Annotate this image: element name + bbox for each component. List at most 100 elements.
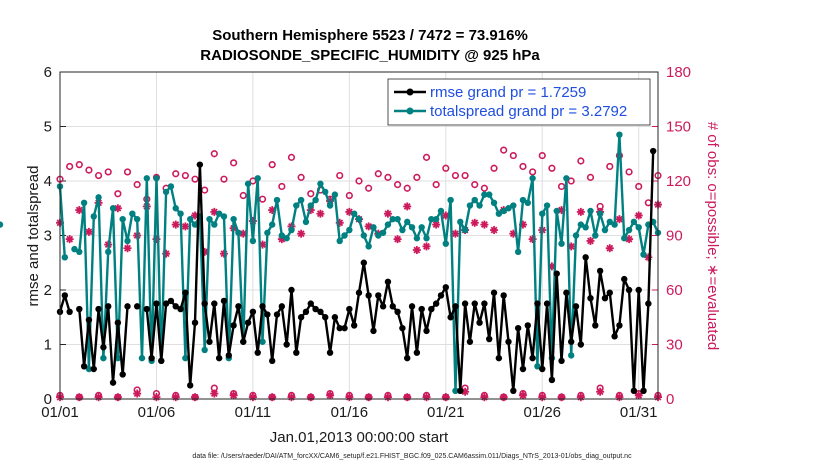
- obs-evaluated-marker: [518, 391, 527, 400]
- obs-possible-marker: [403, 184, 411, 192]
- rmse-series-point: [211, 300, 218, 307]
- rmse-series-point: [543, 300, 551, 307]
- y-tick-label: 0: [44, 391, 52, 408]
- rmse-series-point: [452, 303, 459, 310]
- obs-possible-marker: [461, 171, 469, 180]
- rmse-series-point: [606, 289, 613, 296]
- totalspread-series-point: [293, 202, 300, 209]
- obs-evaluated-marker: [306, 393, 315, 402]
- rmse-series-point: [524, 322, 531, 329]
- y-tick-label-right: 30: [666, 337, 683, 354]
- totalspread-series-point: [119, 215, 126, 223]
- totalspread-series-point: [404, 218, 411, 226]
- y-tick-label: 1: [44, 337, 52, 354]
- rmse-series-point: [649, 147, 657, 155]
- totalspread-series-point: [129, 210, 136, 217]
- rmse-series-point: [529, 354, 536, 362]
- obs-possible-marker: [529, 168, 537, 176]
- rmse-series-point: [563, 289, 570, 296]
- obs-evaluated-marker: [480, 393, 489, 402]
- rmse-series-point: [244, 319, 252, 326]
- obs-evaluated-marker: [634, 391, 643, 400]
- totalspread-series-point: [326, 202, 334, 209]
- obs-evaluated-marker: [470, 218, 479, 227]
- totalspread-series-point: [235, 229, 242, 236]
- totalspread-series-point: [167, 183, 175, 190]
- y-tick-label-right: 180: [666, 64, 691, 81]
- plot-border: [59, 71, 659, 400]
- totalspread-series-point: [408, 224, 416, 231]
- rmse-series-point: [394, 308, 401, 315]
- x-tick-label: 01/31: [620, 404, 658, 421]
- rmse-series-point: [500, 292, 507, 299]
- obs-possible-marker: [239, 191, 247, 200]
- totalspread-series-point: [355, 215, 363, 223]
- obs-evaluated-marker: [316, 209, 325, 218]
- totalspread-series-point: [413, 235, 421, 242]
- obs-possible-marker: [172, 170, 180, 178]
- totalspread-series-point: [360, 232, 368, 239]
- rmse-series-point: [167, 297, 175, 305]
- rmse-series-point: [350, 322, 358, 329]
- y-tick-label: 4: [44, 173, 52, 190]
- rmse-series-point: [206, 338, 213, 345]
- totalspread-series-point: [124, 237, 131, 245]
- totalspread-series-point: [587, 207, 594, 215]
- totalspread-series-point: [510, 202, 517, 209]
- rmse-series-point: [486, 335, 493, 343]
- rmse-series-point: [582, 254, 589, 261]
- totalspread-series-point: [567, 352, 575, 359]
- x-axis-label: Jan.01,2013 00:00:00 start: [270, 429, 449, 446]
- obs-possible-marker: [432, 181, 440, 189]
- obs-possible-marker: [606, 162, 614, 171]
- rmse-series-point: [177, 305, 184, 313]
- rmse-series-point: [191, 319, 199, 326]
- rmse-series-point: [640, 387, 647, 395]
- rmse-series-point: [109, 379, 117, 386]
- obs-possible-marker: [519, 162, 527, 171]
- obs-evaluated-marker: [229, 391, 238, 400]
- rmse-series-point: [133, 303, 141, 310]
- x-tick-label: 01/11: [235, 404, 271, 421]
- totalspread-series-point: [138, 354, 146, 362]
- rmse-series-point: [577, 341, 585, 348]
- rmse-series-point: [548, 376, 556, 384]
- totalspread-series-point: [350, 210, 358, 217]
- totalspread-series-point: [452, 387, 459, 395]
- obs-possible-marker: [268, 161, 276, 169]
- totalspread-series-point: [616, 131, 623, 138]
- obs-possible-marker: [297, 173, 305, 181]
- totalspread-series-point: [495, 210, 503, 217]
- totalspread-series-point: [249, 237, 257, 245]
- obs-evaluated-marker: [576, 207, 585, 216]
- rmse-series-point: [370, 327, 377, 335]
- totalspread-series-point: [273, 196, 281, 204]
- totalspread-series-point: [153, 175, 160, 182]
- totalspread-series-point: [187, 215, 194, 223]
- totalspread-series-point: [384, 221, 392, 228]
- totalspread-series-point: [529, 175, 536, 182]
- obs-possible-marker: [557, 182, 566, 191]
- rmse-series-point: [611, 333, 618, 340]
- rmse-series-point: [360, 259, 368, 266]
- rmse-series-point: [278, 303, 286, 310]
- totalspread-series-point: [640, 251, 647, 258]
- obs-evaluated-marker: [422, 393, 431, 402]
- totalspread-series-point: [191, 221, 199, 228]
- rmse-series-point: [567, 338, 575, 345]
- obs-possible-marker: [393, 181, 402, 189]
- totalspread-series-point: [461, 226, 469, 234]
- rmse-series-point: [249, 308, 257, 315]
- totalspread-series-point: [133, 215, 141, 223]
- totalspread-series-point: [514, 248, 522, 256]
- rmse-series-point: [201, 300, 208, 307]
- totalspread-series-point: [182, 354, 189, 362]
- totalspread-series-point: [336, 237, 343, 245]
- rmse-series-point: [379, 303, 387, 310]
- obs-possible-marker: [413, 173, 421, 181]
- obs-possible-marker: [104, 168, 112, 176]
- totalspread-series-point: [486, 191, 493, 198]
- rmse-series-point: [587, 294, 594, 302]
- obs-evaluated-marker: [403, 393, 412, 402]
- obs-evaluated-marker: [268, 393, 277, 402]
